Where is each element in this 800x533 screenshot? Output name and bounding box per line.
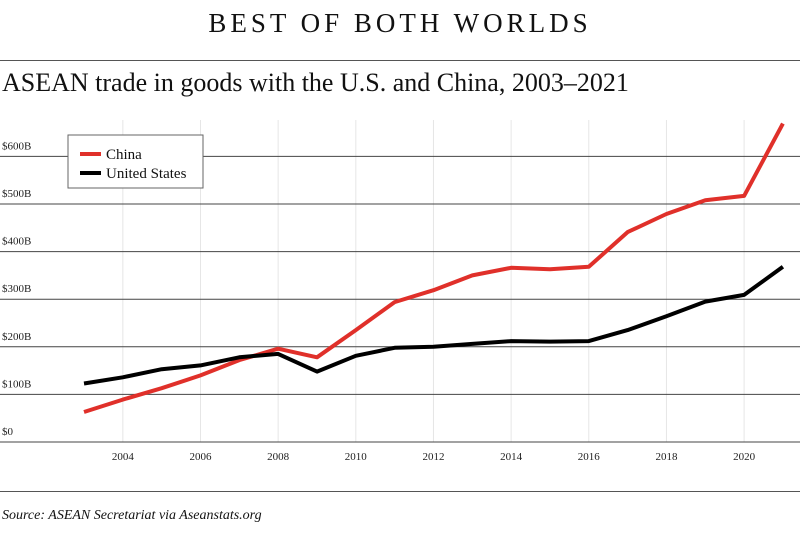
top-rule <box>0 60 800 61</box>
series-lines <box>83 122 785 414</box>
legend-label-china: China <box>106 147 142 163</box>
x-tick-label-2012: 2012 <box>422 451 444 463</box>
x-tick-label-2008: 2008 <box>267 451 290 463</box>
x-tick-label-2006: 2006 <box>189 451 212 463</box>
source-note: Source: ASEAN Secretariat via Aseanstats… <box>2 508 262 523</box>
y-tick-label-600: $600B <box>2 140 31 152</box>
y-tick-label-500: $500B <box>2 188 31 200</box>
y-tick-label-200: $200B <box>2 331 31 343</box>
legend: China United States <box>67 134 204 189</box>
line-chart: $0$100B$200B$300B$400B$500B$600B 2004 200… <box>0 120 800 463</box>
bottom-rule <box>0 491 800 492</box>
legend-box <box>67 134 204 189</box>
y-tick-label-300: $300B <box>2 283 31 295</box>
x-tick-label-2018: 2018 <box>655 451 678 463</box>
vertical-gridlines <box>122 120 745 442</box>
x-axis-tick-labels: 2004 2006 2008 2010 2012 2014 2016 2018 2020 <box>112 451 756 463</box>
y-tick-label-400: $400B <box>2 236 31 248</box>
x-tick-label-2004: 2004 <box>112 451 135 463</box>
x-tick-label-2014: 2014 <box>500 451 523 463</box>
y-axis-tick-labels: $0 $100B $200B $300B $400B $500B $600B <box>2 140 31 438</box>
x-tick-label-2010: 2010 <box>345 451 368 463</box>
x-tick-label-2020: 2020 <box>733 451 756 463</box>
y-tick-label-100: $100B <box>2 378 31 390</box>
series-line-united-states <box>83 265 785 386</box>
legend-label-united-states: United States <box>106 166 187 182</box>
series-line-china <box>83 122 785 414</box>
x-tick-label-2016: 2016 <box>578 451 601 463</box>
chart-title: ASEAN trade in goods with the U.S. and C… <box>2 68 629 97</box>
chart-kicker: BEST OF BOTH WORLDS <box>208 8 592 38</box>
y-tick-label-0: $0 <box>2 426 14 438</box>
